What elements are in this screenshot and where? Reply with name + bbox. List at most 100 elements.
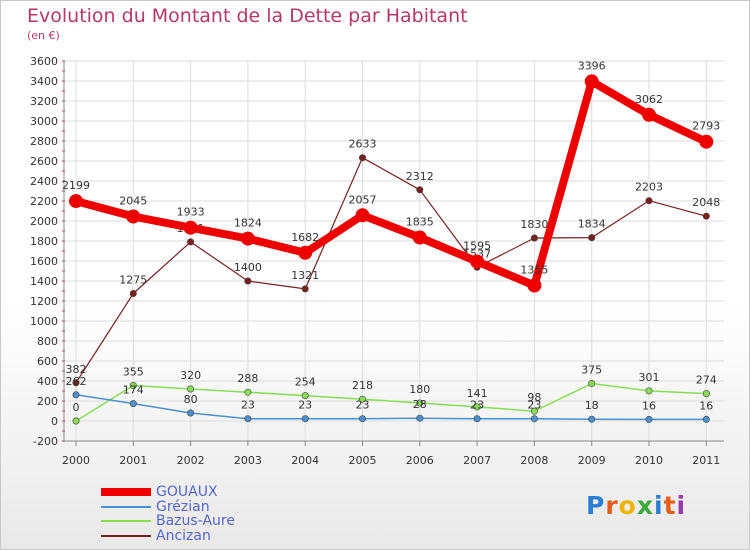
data-point — [129, 400, 137, 408]
data-point — [416, 414, 424, 422]
data-point — [187, 238, 195, 246]
data-point — [72, 391, 80, 399]
legend-swatch — [101, 520, 151, 522]
data-label: 23 — [527, 399, 541, 412]
data-point — [244, 388, 252, 396]
data-label: 1834 — [578, 218, 606, 231]
data-point — [412, 230, 427, 245]
data-label: 320 — [180, 369, 201, 382]
data-label: 16 — [642, 399, 656, 412]
data-point — [530, 407, 538, 415]
data-label: 28 — [413, 398, 427, 411]
legend-swatch — [101, 505, 151, 508]
data-label: 3062 — [635, 93, 663, 106]
y-tick-label: 2400 — [30, 175, 58, 188]
y-tick-label: 800 — [37, 335, 58, 348]
data-label: 2045 — [119, 195, 147, 208]
data-point — [588, 379, 596, 387]
data-point — [358, 154, 366, 162]
data-label: 2312 — [406, 170, 434, 183]
data-point — [645, 415, 653, 423]
data-label: 2048 — [692, 196, 720, 209]
data-point — [298, 245, 313, 260]
logo-letter: t — [663, 491, 677, 520]
data-label: 0 — [73, 401, 80, 414]
data-label: 2203 — [635, 181, 663, 194]
logo-letter: P — [586, 491, 606, 520]
x-tick-label: 2006 — [406, 454, 434, 467]
data-point — [530, 234, 538, 242]
legend-item: GOUAUX — [101, 484, 351, 500]
x-tick-label: 2005 — [349, 454, 377, 467]
data-point — [642, 107, 656, 122]
series-line-3 — [75, 157, 707, 384]
data-label: 2199 — [62, 179, 90, 192]
data-label: 16 — [699, 399, 713, 412]
data-label: 1355 — [520, 264, 548, 277]
y-tick-label: -200 — [33, 435, 58, 448]
y-tick-label: 1200 — [30, 295, 58, 308]
x-tick-label: 2007 — [463, 454, 491, 467]
x-tick-label: 2009 — [578, 454, 606, 467]
y-tick-label: 1400 — [30, 275, 58, 288]
legend-swatch — [101, 534, 151, 537]
data-label: 355 — [123, 366, 144, 379]
x-tick-label: 2003 — [234, 454, 262, 467]
proxiti-logo: Proxiti — [586, 491, 686, 520]
x-tick-label: 2010 — [635, 454, 663, 467]
data-label: 18 — [585, 399, 599, 412]
legend-label: GOUAUX — [156, 484, 218, 500]
chart-subtitle: (en €) — [27, 29, 60, 42]
data-point — [584, 74, 599, 89]
y-tick-label: 3400 — [30, 75, 58, 88]
y-tick-label: 3600 — [30, 55, 58, 68]
data-point — [530, 415, 538, 423]
data-point — [129, 289, 137, 297]
data-label: 23 — [470, 399, 484, 412]
y-tick-label: 2000 — [30, 215, 58, 228]
data-point — [126, 209, 141, 224]
data-label: 80 — [184, 393, 198, 406]
plot-area — [64, 61, 724, 441]
data-point — [358, 415, 366, 423]
data-point — [301, 392, 309, 400]
data-point — [416, 399, 424, 407]
data-point — [588, 234, 596, 242]
y-tick-label: 3000 — [30, 115, 58, 128]
y-tick-label: 2800 — [30, 135, 58, 148]
data-label: 3396 — [578, 59, 606, 72]
x-tick-label: 2000 — [62, 454, 90, 467]
data-point — [702, 390, 710, 398]
y-tick-label: 400 — [37, 375, 58, 388]
data-point — [244, 415, 252, 423]
y-tick-label: 2600 — [30, 155, 58, 168]
data-point — [702, 415, 710, 423]
logo-letter: i — [654, 491, 664, 520]
y-tick-label: 2200 — [30, 195, 58, 208]
data-point — [473, 415, 481, 423]
data-label: 98 — [527, 391, 541, 404]
data-label: 1824 — [234, 217, 262, 230]
x-tick-label: 2008 — [520, 454, 548, 467]
legend-item: Ancizan — [101, 528, 351, 544]
data-label: 1595 — [463, 240, 491, 253]
data-label: 23 — [356, 399, 370, 412]
legend-item: Grézian — [101, 499, 351, 515]
data-label: 2633 — [349, 138, 377, 151]
data-label: 2057 — [349, 193, 377, 206]
y-tick-label: 1800 — [30, 235, 58, 248]
data-label: 288 — [237, 372, 258, 385]
data-point — [129, 381, 137, 389]
data-point — [69, 194, 83, 209]
logo-letter: r — [605, 491, 619, 520]
data-label: 382 — [66, 363, 87, 376]
y-tick-label: 600 — [37, 355, 58, 368]
data-point — [416, 186, 424, 194]
data-point — [183, 220, 198, 235]
data-label: 1275 — [119, 274, 147, 287]
chart-legend: GOUAUX Grézian Bazus-Aure Ancizan — [101, 484, 351, 544]
logo-letter: o — [618, 491, 637, 520]
data-label: 23 — [241, 399, 255, 412]
